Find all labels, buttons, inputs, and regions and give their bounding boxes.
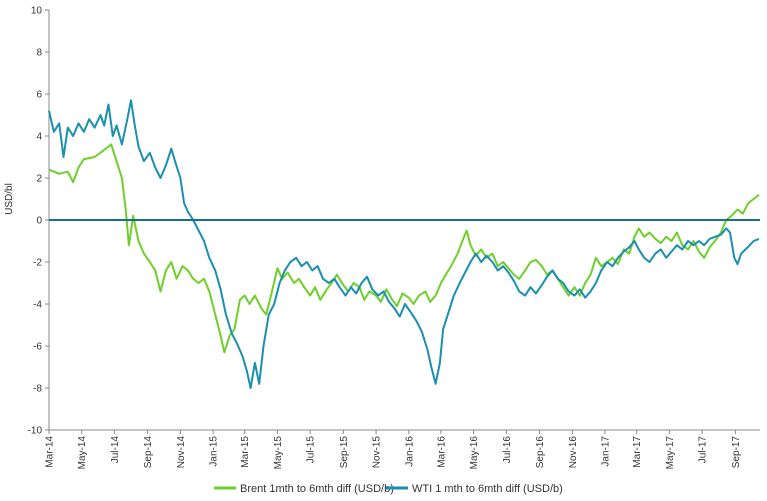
x-tick-label: Mar-14 bbox=[45, 436, 56, 468]
x-tick-label: Jul-15 bbox=[306, 436, 317, 464]
y-tick-label: 0 bbox=[36, 216, 42, 227]
x-tick-label: Nov-15 bbox=[372, 436, 383, 469]
x-tick-label: Jan-17 bbox=[601, 436, 612, 467]
x-tick-label: Mar-15 bbox=[240, 436, 251, 468]
brent-series-line bbox=[48, 143, 760, 354]
y-tick-label: -6 bbox=[33, 342, 42, 353]
legend-label-brent: Brent 1mth to 6mth diff (USD/b) bbox=[240, 483, 394, 495]
x-tick-label: May-16 bbox=[469, 436, 480, 470]
y-axis-title: USD/bl bbox=[4, 183, 15, 215]
y-axis: 10 8 6 4 2 0 -2 -4 -6 -8 -10 bbox=[28, 6, 50, 437]
y-tick-label: -8 bbox=[33, 384, 42, 395]
x-tick-label: May-15 bbox=[273, 436, 284, 470]
series-layer bbox=[48, 99, 760, 389]
x-tick-label: Jul-17 bbox=[698, 436, 709, 464]
x-tick-label: Jan-15 bbox=[209, 436, 220, 467]
x-tick-label: Sep-15 bbox=[339, 436, 350, 469]
x-tick-label: Nov-16 bbox=[568, 436, 579, 469]
x-tick-label: May-17 bbox=[665, 436, 676, 470]
x-tick-label: Jul-14 bbox=[110, 436, 121, 464]
y-tick-label: 4 bbox=[36, 132, 42, 143]
y-tick-label: 6 bbox=[36, 90, 42, 101]
x-tick-label: Nov-14 bbox=[176, 436, 187, 469]
y-tick-label: -2 bbox=[33, 258, 42, 269]
x-axis: Mar-14 May-14 Jul-14 Sep-14 Nov-14 Jan-15 Mar-… bbox=[45, 429, 760, 470]
y-tick-label: 10 bbox=[31, 6, 43, 17]
x-tick-label: Sep-14 bbox=[143, 436, 154, 469]
y-tick-label: -10 bbox=[28, 426, 43, 437]
legend-label-wti: WTI 1 mth to 6mth diff (USD/b) bbox=[412, 483, 563, 495]
x-tick-label: May-14 bbox=[77, 436, 88, 470]
x-tick-label: Mar-16 bbox=[436, 436, 447, 468]
y-tick-label: -4 bbox=[33, 300, 42, 311]
y-tick-label: 2 bbox=[36, 174, 42, 185]
x-tick-label: Sep-16 bbox=[535, 436, 546, 469]
x-tick-label: Mar-17 bbox=[632, 436, 643, 468]
wti-series-line bbox=[48, 99, 760, 389]
legend: Brent 1mth to 6mth diff (USD/b) WTI 1 mth… bbox=[214, 483, 563, 495]
x-tick-label: Sep-17 bbox=[731, 436, 742, 469]
y-tick-label: 8 bbox=[36, 48, 42, 59]
x-tick-label: Jul-16 bbox=[502, 436, 513, 464]
x-tick-label: Jan-16 bbox=[404, 436, 415, 467]
